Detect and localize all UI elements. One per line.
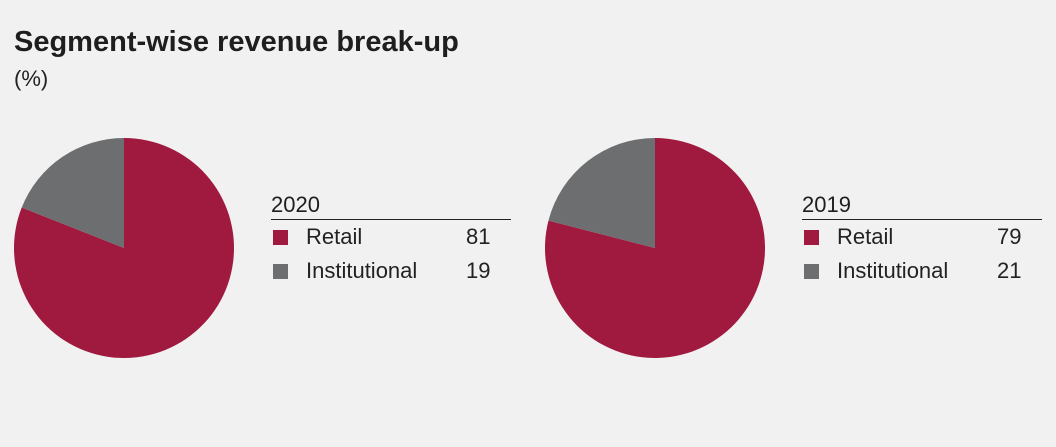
legend-year: 2019: [802, 191, 1042, 220]
pie-2019: [545, 138, 765, 358]
institutional-swatch: [273, 264, 288, 279]
chart-title: Segment-wise revenue break-up: [14, 26, 459, 58]
pie-2020: [14, 138, 235, 358]
chart-subtitle: (%): [14, 66, 49, 91]
legend-item-institutional: Institutional 19: [271, 254, 511, 288]
legend-2020: 2020 Retail 81 Institutional 19: [271, 191, 511, 288]
legend-label: Retail: [837, 224, 894, 249]
legend-year: 2020: [271, 191, 511, 220]
pie-slice-institutional: [548, 138, 655, 248]
retail-swatch: [273, 230, 288, 245]
legend-value: 81: [466, 224, 491, 249]
legend-2019: 2019 Retail 79 Institutional 21: [802, 191, 1042, 288]
legend-value: 21: [997, 258, 1022, 283]
legend-item-institutional: Institutional 21: [802, 254, 1042, 288]
legend-label: Institutional: [837, 258, 949, 283]
pie-slice-institutional: [21, 138, 124, 248]
retail-swatch: [804, 230, 819, 245]
legend-value: 79: [997, 224, 1022, 249]
legend-item-retail: Retail 79: [802, 220, 1042, 254]
pie-slice-retail: [14, 138, 235, 358]
legend-label: Institutional: [306, 258, 418, 283]
institutional-swatch: [804, 264, 819, 279]
legend-label: Retail: [306, 224, 363, 249]
legend-value: 19: [466, 258, 491, 283]
legend-item-retail: Retail 81: [271, 220, 511, 254]
